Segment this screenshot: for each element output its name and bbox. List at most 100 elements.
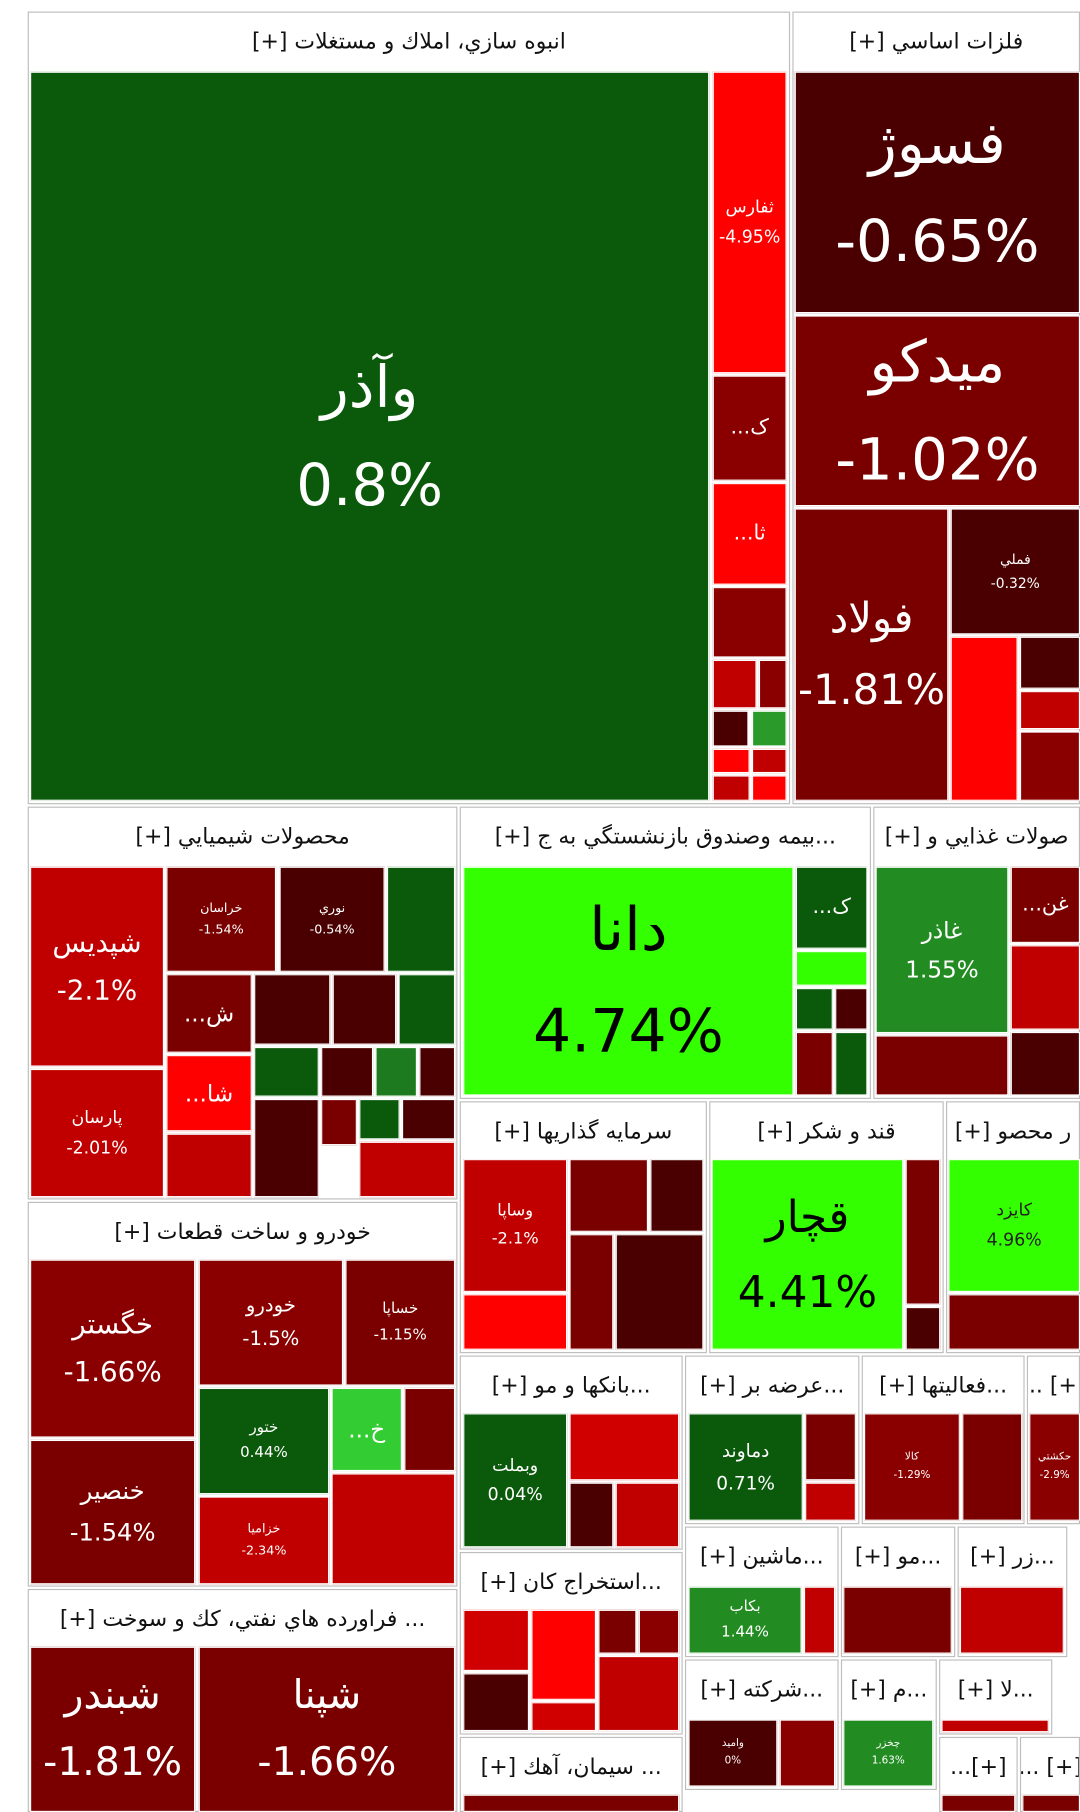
change-label: -2.1% <box>56 973 138 1006</box>
tile <box>751 775 787 801</box>
symbol-label: شبندر <box>64 1671 161 1719</box>
stock-tile[interactable]: غن... <box>1010 866 1080 943</box>
stock-tile[interactable]: وساپا -2.1% <box>463 1159 568 1292</box>
symbol-label: خ... <box>348 1415 386 1444</box>
symbol-label: خودرو <box>245 1293 296 1317</box>
stock-tile[interactable]: خ... <box>331 1387 402 1472</box>
tile <box>803 1586 836 1654</box>
stock-tile[interactable]: شپنا -1.66% <box>198 1646 456 1812</box>
stock-tile[interactable]: دماوند 0.71% <box>688 1413 803 1521</box>
stock-tile[interactable]: خزاميا -2.34% <box>198 1496 330 1585</box>
symbol-label: غن... <box>1022 891 1069 917</box>
symbol-label: فولاد <box>829 595 914 643</box>
tile <box>1019 636 1080 689</box>
stock-tile[interactable]: پارسان -2.01% <box>30 1068 165 1198</box>
change-label: 1.55% <box>905 955 979 984</box>
tile <box>712 748 750 774</box>
stock-tile[interactable]: خراسان -1.54% <box>166 866 277 972</box>
stock-tile[interactable]: غاذر 1.55% <box>875 866 1009 1034</box>
sector-title[interactable]: ...بيمه وصندوق بازنشستگي به ج [+] <box>494 823 836 850</box>
stock-tile[interactable]: دانا 4.74% <box>463 866 794 1096</box>
tile <box>375 1046 417 1097</box>
stock-tile[interactable]: واميد 0% <box>688 1719 778 1787</box>
sector-title[interactable]: خودرو و ساخت قطعات [+] <box>114 1219 371 1245</box>
stock-tile[interactable]: وآذر 0.8% <box>30 71 710 801</box>
symbol-label: حكشتي <box>1037 1451 1072 1464</box>
sector-title[interactable]: ...فعاليتها [+] <box>879 1372 1008 1399</box>
sector-title[interactable]: ...شركته [+] <box>700 1676 824 1703</box>
stock-tile[interactable]: حكشتي -2.9% <box>1029 1413 1080 1521</box>
sector-title[interactable]: [+]... <box>950 1754 1007 1780</box>
sector-title[interactable]: ...لا [+] <box>957 1676 1034 1703</box>
tile <box>531 1702 597 1732</box>
stock-tile[interactable]: نوري -0.54% <box>279 866 385 972</box>
stock-tile[interactable]: وبملت 0.04% <box>463 1413 568 1548</box>
sector-title[interactable]: صولات غذايي و [+] <box>884 823 1069 850</box>
sector-title[interactable]: ...م [+] <box>850 1676 928 1703</box>
stock-tile[interactable]: شپديس -2.1% <box>30 866 165 1067</box>
change-label: 0.71% <box>716 1471 775 1494</box>
sector-title[interactable]: فلزات اساسي [+] <box>849 28 1024 55</box>
tile <box>401 1098 456 1140</box>
stock-tile[interactable]: كالا -1.29% <box>864 1413 960 1521</box>
sector-title[interactable]: ...مو [+] <box>854 1543 942 1570</box>
tile <box>835 1031 868 1096</box>
change-label: -1.02% <box>835 425 1040 493</box>
tile <box>751 748 787 774</box>
sector-title[interactable]: ...زر [+] <box>970 1543 1055 1570</box>
tile <box>712 659 757 709</box>
symbol-label: خنصير <box>80 1476 145 1505</box>
change-label: -0.65% <box>835 207 1040 275</box>
sector-title[interactable]: ر محصو [+] <box>954 1118 1072 1145</box>
tile <box>950 636 1018 801</box>
sector-title[interactable]: ...ماشين [+] <box>699 1543 824 1570</box>
tile <box>1019 691 1080 730</box>
stock-tile[interactable]: فولاد -1.81% <box>794 508 949 801</box>
stock-tile[interactable]: خنصير -1.54% <box>30 1439 196 1585</box>
stock-tile[interactable]: قچار 4.41% <box>711 1159 904 1350</box>
sector-title[interactable]: ...عرضه بر [+] <box>700 1372 845 1399</box>
symbol-label: خزاميا <box>247 1521 281 1537</box>
stock-tile[interactable]: ثا... <box>712 483 787 585</box>
tile <box>905 1306 941 1350</box>
sector-title[interactable]: قند و شكر [+] <box>757 1118 896 1145</box>
sector-title[interactable]: محصولات شيميايي [+] <box>135 823 350 850</box>
stock-tile[interactable]: ثفارس -4.95% <box>712 71 787 374</box>
sector-title[interactable]: [+] ... <box>1021 1754 1079 1780</box>
symbol-label: كايزد <box>996 1199 1032 1221</box>
stock-tile[interactable]: شا... <box>166 1055 252 1132</box>
symbol-label: وآذر <box>320 353 419 421</box>
tile <box>598 1609 637 1654</box>
stock-tile[interactable]: ميدكو -1.02% <box>794 315 1080 507</box>
sector-title[interactable]: سرمايه گذاريها [+] <box>494 1118 673 1145</box>
tile <box>650 1159 704 1232</box>
stock-tile[interactable]: ش... <box>166 974 252 1053</box>
sector-title[interactable]: ...بانكها و مو [+] <box>491 1372 651 1399</box>
stock-tile[interactable]: چخزر 1.63% <box>843 1719 934 1787</box>
stock-tile[interactable]: فملي -0.32% <box>950 508 1080 635</box>
stock-tile[interactable]: فسوژ -0.65% <box>794 71 1080 314</box>
symbol-label: ميدكو <box>869 327 1006 395</box>
sector-title[interactable]: ... سيمان، آهك [+] <box>480 1754 662 1780</box>
stock-tile[interactable]: خودرو -1.5% <box>198 1259 344 1386</box>
stock-tile[interactable]: خگستر -1.66% <box>30 1259 196 1438</box>
tile <box>962 1413 1023 1521</box>
stock-tile[interactable]: شبندر -1.81% <box>30 1646 196 1812</box>
stock-tile[interactable]: كايزد 4.96% <box>948 1159 1080 1292</box>
sector-title[interactable]: [+] ... <box>1028 1372 1079 1399</box>
sector-title[interactable]: انبوه سازي، املاك و مستغلات [+] <box>251 28 566 55</box>
change-label: -1.66% <box>63 1355 162 1388</box>
symbol-label: غاذر <box>921 916 963 945</box>
stock-tile[interactable]: ک... <box>795 866 868 949</box>
tile <box>463 1794 680 1812</box>
sector-title[interactable]: ...استخراج كان [+] <box>480 1569 662 1595</box>
symbol-label: پارسان <box>71 1107 123 1128</box>
stock-tile[interactable]: بكاب 1.44% <box>688 1586 802 1654</box>
change-label: 1.44% <box>721 1623 769 1641</box>
change-label: -0.54% <box>309 921 355 937</box>
stock-tile[interactable]: ختور 0.44% <box>198 1387 330 1495</box>
stock-tile[interactable]: ک... <box>712 375 787 481</box>
sector-title[interactable]: ... فراورده هاي نفتي، كك و سوخت [+] <box>59 1606 426 1632</box>
change-label: 0.8% <box>296 451 443 519</box>
stock-tile[interactable]: خساپا -1.15% <box>345 1259 456 1386</box>
